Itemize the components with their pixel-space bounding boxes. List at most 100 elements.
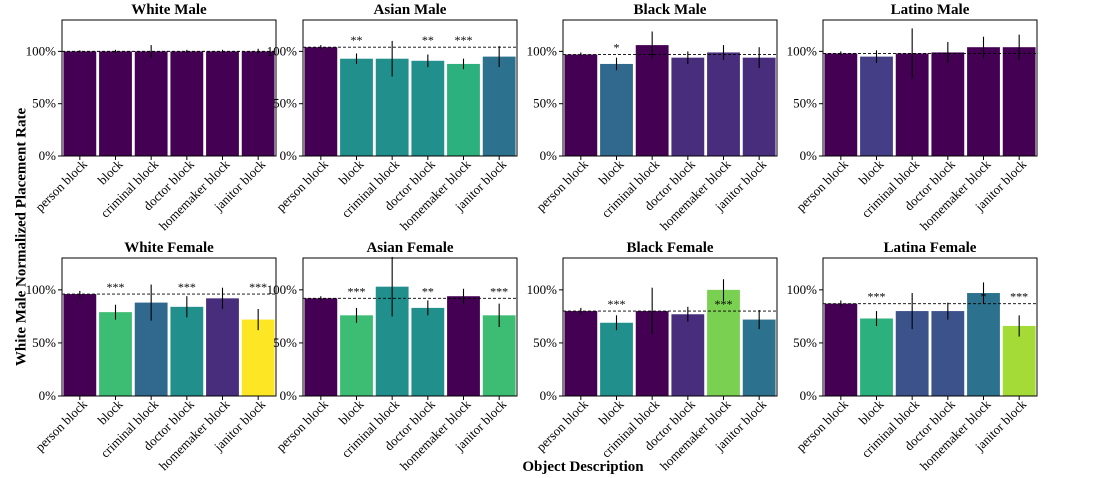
bar: [564, 54, 598, 157]
bar: [860, 56, 893, 156]
bar: [707, 289, 740, 396]
bar: [304, 47, 338, 157]
significance-label: ***: [249, 280, 267, 294]
x-tick-label: block: [856, 156, 887, 187]
y-tick-label: 100%: [26, 282, 57, 297]
y-tick-label: 50%: [793, 335, 817, 350]
significance-label: ***: [608, 297, 626, 311]
significance-label: ***: [868, 290, 886, 304]
panel-asian-female: Asian Female*** ** ***0%50%100%person bloc…: [267, 240, 518, 473]
y-tick-label: 100%: [267, 43, 298, 58]
axes-frame: [302, 257, 518, 397]
x-tick-label: person block: [32, 396, 90, 454]
x-tick-label: person block: [793, 156, 851, 214]
panel-black-female: Black Female *** *** 0% 50% 100% person block b…: [527, 240, 778, 473]
panel-black-male: Black Male*0%50%100%person block blockcri…: [527, 2, 778, 233]
panel-title: White Female: [124, 240, 214, 256]
significance-label: ***: [455, 33, 473, 47]
panel-asian-male: Asian Male** ** ***0%50%100%person block bl…: [267, 2, 518, 233]
bar: [600, 63, 633, 156]
panel-title: Asian Female: [366, 240, 453, 256]
y-tick-label: 50%: [273, 335, 297, 350]
bar: [63, 51, 97, 157]
significance-label: ***: [178, 280, 196, 294]
bar: [206, 298, 239, 396]
bar: [482, 56, 516, 156]
significance-label: ***: [107, 280, 125, 294]
panel-title: Latina Female: [884, 240, 977, 256]
axes-frame: [61, 19, 277, 157]
significance-label: ***: [715, 297, 733, 311]
significance-label: **: [422, 33, 434, 47]
bar: [99, 51, 132, 157]
y-tick-label: 0%: [540, 388, 558, 403]
significance-label: ***: [348, 284, 366, 298]
y-tick-label: 50%: [533, 96, 557, 111]
x-axis-label: Object Description: [522, 459, 644, 475]
y-tick-label: 100%: [267, 282, 298, 297]
significance-label: *: [614, 41, 620, 55]
x-tick-label: block: [596, 396, 627, 427]
y-tick-label: 100%: [787, 282, 818, 297]
bar: [411, 60, 445, 156]
x-tick-label: person block: [32, 156, 90, 214]
bar: [99, 312, 132, 396]
y-tick-label: 100%: [527, 43, 558, 58]
y-tick-label: 50%: [32, 96, 56, 111]
x-tick-label: person block: [273, 396, 331, 454]
bar: [447, 63, 480, 156]
y-tick-label: 0%: [800, 148, 818, 163]
bar: [742, 319, 776, 396]
x-tick-label: person block: [273, 156, 331, 214]
bar: [931, 311, 965, 396]
y-tick-label: 0%: [280, 148, 298, 163]
panel-title: Black Male: [634, 2, 707, 18]
bar: [671, 57, 705, 156]
panel-title: White Male: [131, 2, 207, 18]
y-axis-label: White Male Normalized Placement Rate: [13, 108, 29, 367]
y-tick-label: 50%: [32, 335, 56, 350]
x-tick-label: block: [336, 396, 367, 427]
significance-label: **: [422, 284, 434, 298]
bar: [931, 52, 965, 156]
bar: [967, 47, 1000, 157]
bar: [564, 311, 598, 396]
x-tick-label: person block: [533, 156, 591, 214]
x-tick-label: person block: [793, 396, 851, 454]
bar: [1002, 47, 1036, 157]
x-tick-label: block: [95, 156, 126, 187]
bar: [304, 298, 338, 396]
y-tick-label: 0%: [540, 148, 558, 163]
y-tick-label: 0%: [280, 388, 298, 403]
y-tick-label: 100%: [787, 43, 818, 58]
axes-frame: [562, 19, 778, 157]
panel-white-female: White Female *** *** *** 0% 50% 100% person blo…: [26, 240, 277, 473]
significance-label: **: [351, 33, 363, 47]
bar: [241, 51, 275, 157]
bar: [170, 306, 204, 396]
bar: [63, 294, 97, 396]
bar: [742, 57, 776, 156]
bar: [967, 293, 1000, 396]
bar: [824, 53, 858, 156]
axes-frame: [302, 19, 518, 157]
y-tick-label: 100%: [26, 43, 57, 58]
panel-title: Latino Male: [891, 2, 970, 18]
axes-frame: [61, 257, 277, 397]
y-tick-label: 50%: [533, 335, 557, 350]
x-tick-label: block: [596, 156, 627, 187]
panel-title: Black Female: [626, 240, 713, 256]
panel-title: Asian Male: [374, 2, 447, 18]
bar: [1002, 325, 1036, 396]
bar: [671, 314, 705, 396]
bar: [600, 322, 633, 396]
x-tick-label: block: [95, 396, 126, 427]
y-tick-label: 0%: [39, 388, 57, 403]
y-tick-label: 0%: [39, 148, 57, 163]
significance-label: *: [981, 290, 987, 304]
bar: [340, 315, 373, 396]
bar: [170, 51, 204, 157]
